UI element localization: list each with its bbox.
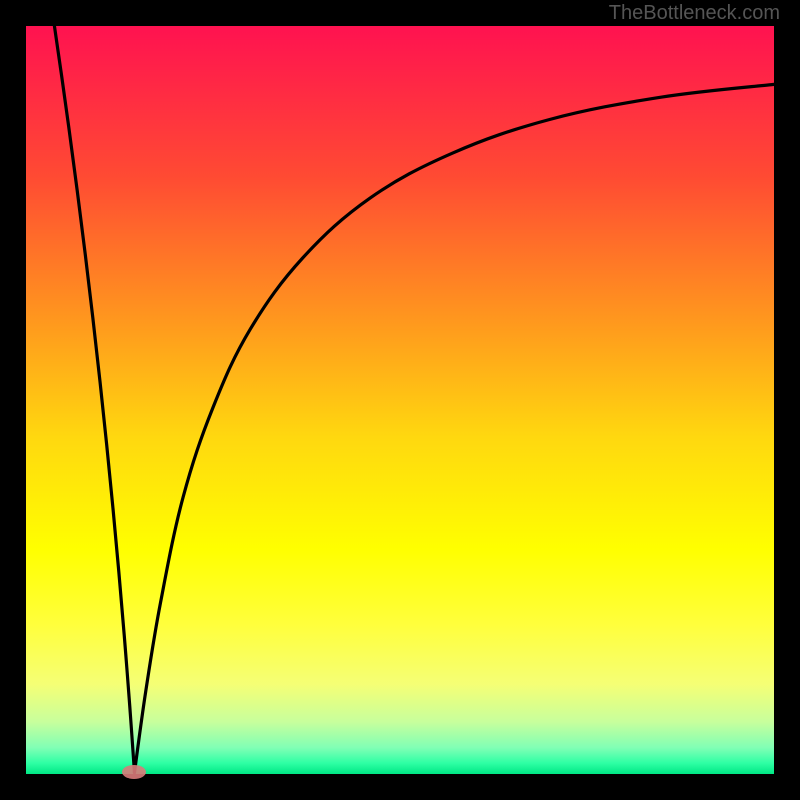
- gradient-background: [26, 26, 774, 774]
- watermark-text: TheBottleneck.com: [609, 2, 780, 25]
- chart-container: TheBottleneck.com: [0, 0, 800, 800]
- plot-area: [26, 26, 774, 774]
- minimum-marker: [122, 765, 146, 779]
